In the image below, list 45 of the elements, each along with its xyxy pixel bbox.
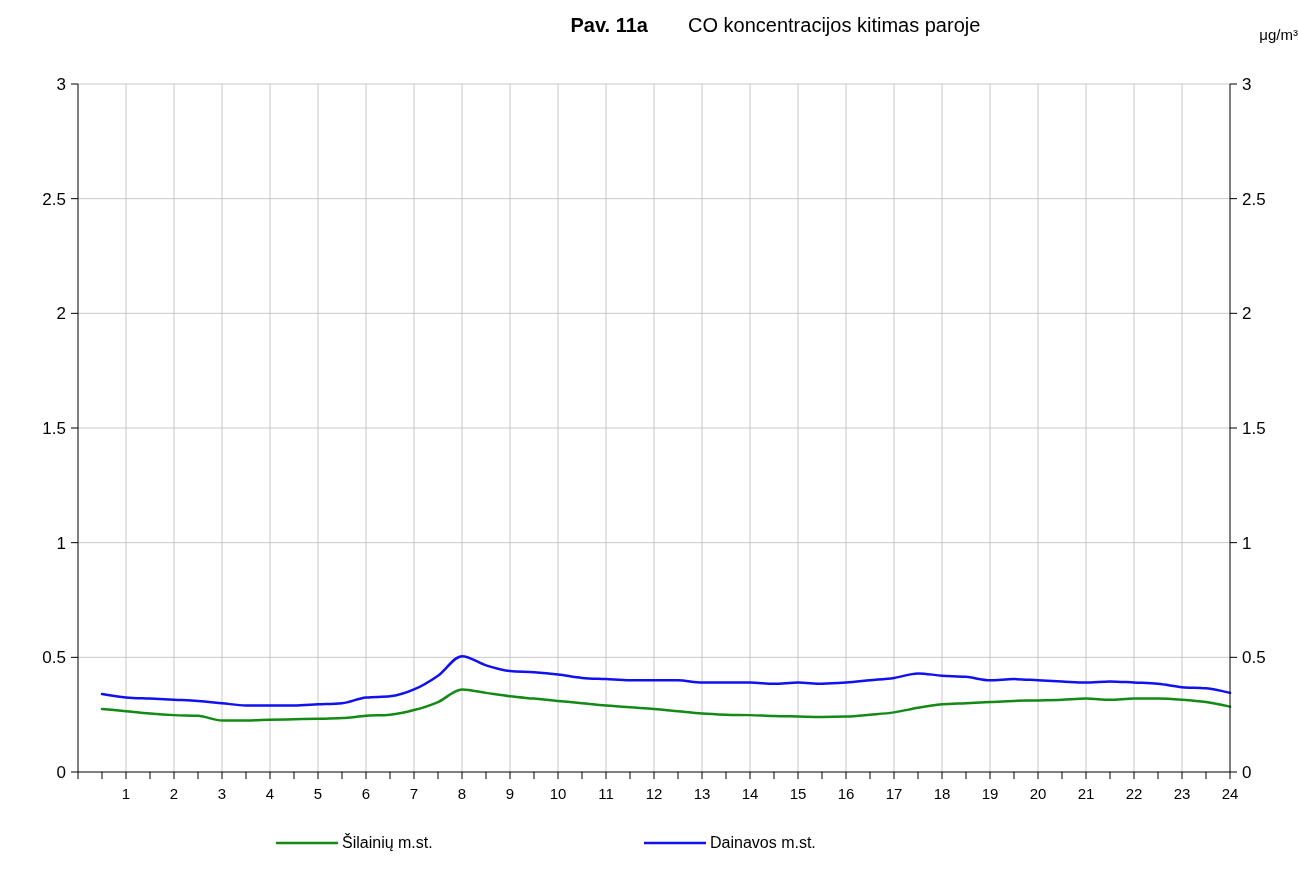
x-tick-label: 10 bbox=[549, 785, 567, 802]
x-tick-label: 13 bbox=[693, 785, 711, 802]
y-tick-label: 1.5 bbox=[42, 419, 66, 438]
x-tick-label: 11 bbox=[598, 785, 614, 802]
x-tick-label: 1 bbox=[121, 785, 131, 802]
legend-label: Šilainių m.st. bbox=[342, 833, 433, 851]
x-tick-label: 14 bbox=[741, 785, 759, 802]
x-tick-label: 16 bbox=[837, 785, 855, 802]
line-series bbox=[100, 688, 1232, 722]
x-tick-label: 2 bbox=[169, 785, 179, 802]
x-tick-label: 3 bbox=[217, 785, 227, 802]
y2-tick-label: 1.5 bbox=[1242, 419, 1266, 438]
x-tick-label: 22 bbox=[1125, 785, 1143, 802]
y-tick-label: 2.5 bbox=[42, 189, 66, 209]
x-tick-label: 8 bbox=[457, 785, 467, 802]
y2-tick-label: 2 bbox=[1242, 304, 1252, 324]
y-tick-label: 0 bbox=[56, 763, 66, 782]
x-tick-label: 21 bbox=[1077, 785, 1095, 802]
y2-tick-label: 2.5 bbox=[1242, 189, 1266, 209]
x-tick-label: 23 bbox=[1173, 785, 1191, 802]
x-tick-label: 24 bbox=[1221, 785, 1239, 802]
x-tick-label: 18 bbox=[933, 785, 951, 802]
x-tick-label: 12 bbox=[645, 785, 663, 802]
y-tick-label: 0.5 bbox=[42, 648, 66, 668]
x-tick-label: 5 bbox=[313, 785, 323, 802]
y2-tick-label: 3 bbox=[1242, 75, 1252, 94]
line-series bbox=[100, 654, 1232, 707]
y-tick-label: 2 bbox=[56, 304, 66, 324]
x-tick-label: 17 bbox=[885, 785, 903, 802]
x-tick-label: 7 bbox=[409, 785, 419, 802]
y2-tick-label: 1 bbox=[1242, 533, 1252, 553]
x-tick-label: 19 bbox=[981, 785, 999, 802]
x-tick-label: 4 bbox=[265, 785, 275, 802]
x-tick-label: 6 bbox=[361, 785, 371, 802]
y2-tick-label: 0 bbox=[1242, 763, 1252, 782]
x-tick-label: 9 bbox=[505, 785, 515, 802]
chart-title: Pav. 11a bbox=[570, 14, 649, 36]
x-tick-label: 20 bbox=[1029, 785, 1047, 802]
y2-axis-title: μg/m³ bbox=[1259, 26, 1298, 43]
legend-label: Dainavos m.st. bbox=[710, 834, 816, 851]
y-tick-label: 1 bbox=[56, 533, 66, 553]
x-tick-label: 15 bbox=[789, 785, 807, 802]
y-tick-label: 3 bbox=[56, 75, 66, 94]
y2-tick-label: 0.5 bbox=[1242, 648, 1266, 668]
chart-subtitle: CO koncentracijos kitimas paroje bbox=[688, 14, 981, 36]
